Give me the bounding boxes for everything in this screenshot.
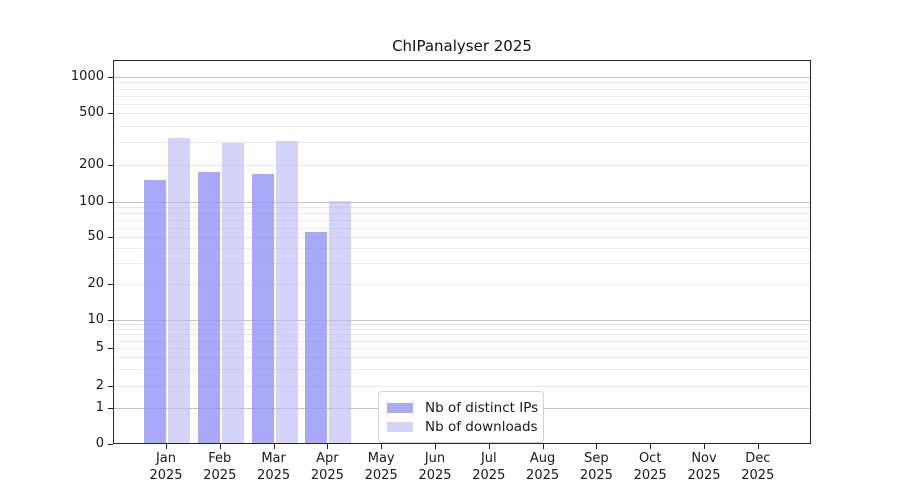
x-tick-mark — [650, 444, 652, 449]
gridline-minor — [114, 348, 810, 349]
x-tick-label: Apr 2025 — [310, 451, 344, 483]
legend-item-downloads: Nb of downloads — [387, 417, 538, 436]
x-tick-mark — [435, 444, 436, 449]
y-tick-label: 500 — [79, 105, 104, 120]
chart-title: ChIPanalyser 2025 — [392, 37, 532, 55]
x-tick-mark — [757, 444, 759, 449]
gridline-minor — [114, 324, 810, 326]
gridline-minor — [114, 263, 810, 265]
y-tick-label: 5 — [95, 340, 104, 355]
gridline-major — [114, 320, 810, 321]
x-tick-label: Jul 2025 — [472, 451, 506, 483]
gridline-minor — [114, 88, 810, 90]
gridline-minor — [114, 141, 810, 143]
gridline-minor — [114, 248, 810, 250]
x-tick-label: Nov 2025 — [687, 451, 721, 483]
x-tick-label: May 2025 — [364, 451, 398, 483]
x-tick-label: Sep 2025 — [579, 451, 613, 483]
x-tick-mark — [488, 444, 490, 449]
y-tick-label: 100 — [79, 194, 104, 209]
x-tick-label: Dec 2025 — [741, 451, 775, 483]
legend-swatch-distinct-ips — [387, 402, 413, 413]
legend-swatch-downloads — [387, 421, 413, 432]
legend-label-distinct-ips: Nb of distinct IPs — [425, 399, 539, 416]
y-tick-label: 1000 — [70, 69, 104, 84]
gridline-minor — [114, 329, 810, 330]
gridline-major — [114, 77, 810, 78]
y-tick-mark — [108, 408, 113, 409]
y-tick-mark — [108, 113, 113, 114]
plot-area — [113, 60, 811, 444]
x-tick-mark — [704, 444, 705, 449]
gridline-minor — [114, 95, 810, 97]
gridline-minor — [114, 369, 810, 371]
y-tick-label: 0 — [95, 435, 104, 451]
x-tick-label: Oct 2025 — [633, 451, 667, 483]
gridline-minor — [114, 207, 810, 209]
bar-distinct-ips — [305, 232, 328, 444]
x-tick-mark — [596, 444, 598, 449]
y-tick-mark — [108, 237, 113, 238]
y-tick-mark — [108, 348, 113, 349]
gridline-minor — [114, 165, 810, 166]
gridline-minor — [114, 334, 810, 336]
x-tick-mark — [219, 444, 221, 449]
gridline-minor — [114, 103, 810, 105]
gridline-major — [114, 202, 810, 203]
gridline-minor — [114, 213, 810, 215]
y-tick-label: 50 — [87, 229, 104, 244]
y-tick-mark — [108, 386, 113, 387]
bar-distinct-ips — [197, 171, 220, 444]
y-tick-label: 10 — [87, 312, 104, 327]
y-tick-label: 2 — [95, 378, 104, 393]
x-tick-label: Aug 2025 — [526, 451, 560, 483]
bar-downloads — [168, 138, 190, 444]
gridline-minor — [114, 82, 810, 84]
gridline-minor — [114, 386, 810, 387]
y-tick-mark — [108, 320, 113, 321]
gridline-minor — [114, 357, 810, 359]
x-tick-label: Jun 2025 — [418, 451, 452, 483]
legend-label-downloads: Nb of downloads — [425, 418, 538, 435]
gridline-minor — [114, 125, 810, 127]
bar-downloads — [221, 142, 244, 444]
x-tick-label: Jan 2025 — [149, 451, 183, 483]
x-tick-mark — [381, 444, 383, 449]
y-tick-mark — [108, 77, 113, 78]
gridline-minor — [114, 113, 810, 114]
legend-item-distinct-ips: Nb of distinct IPs — [387, 398, 539, 417]
x-tick-mark — [166, 444, 167, 449]
bar-distinct-ips — [251, 173, 274, 444]
bar-downloads — [329, 200, 352, 444]
x-tick-mark — [327, 444, 329, 449]
x-tick-mark — [273, 444, 275, 449]
gridline-minor — [114, 340, 810, 342]
gridline-minor — [114, 284, 810, 285]
y-tick-mark — [108, 284, 113, 285]
x-tick-label: Mar 2025 — [257, 451, 291, 483]
y-tick-label: 200 — [79, 157, 104, 172]
bar-downloads — [275, 141, 298, 444]
y-tick-label: 20 — [87, 276, 104, 291]
gridline-minor — [114, 237, 810, 238]
gridline-minor — [114, 220, 810, 221]
y-tick-label: 1 — [95, 400, 104, 415]
y-tick-mark — [108, 165, 113, 166]
y-tick-mark — [108, 443, 113, 445]
x-tick-label: Feb 2025 — [203, 451, 237, 483]
legend: Nb of distinct IPs Nb of downloads — [378, 391, 544, 443]
gridline-minor — [114, 227, 810, 229]
x-tick-mark — [542, 444, 544, 449]
bar-distinct-ips — [144, 180, 166, 444]
y-tick-mark — [108, 202, 113, 203]
